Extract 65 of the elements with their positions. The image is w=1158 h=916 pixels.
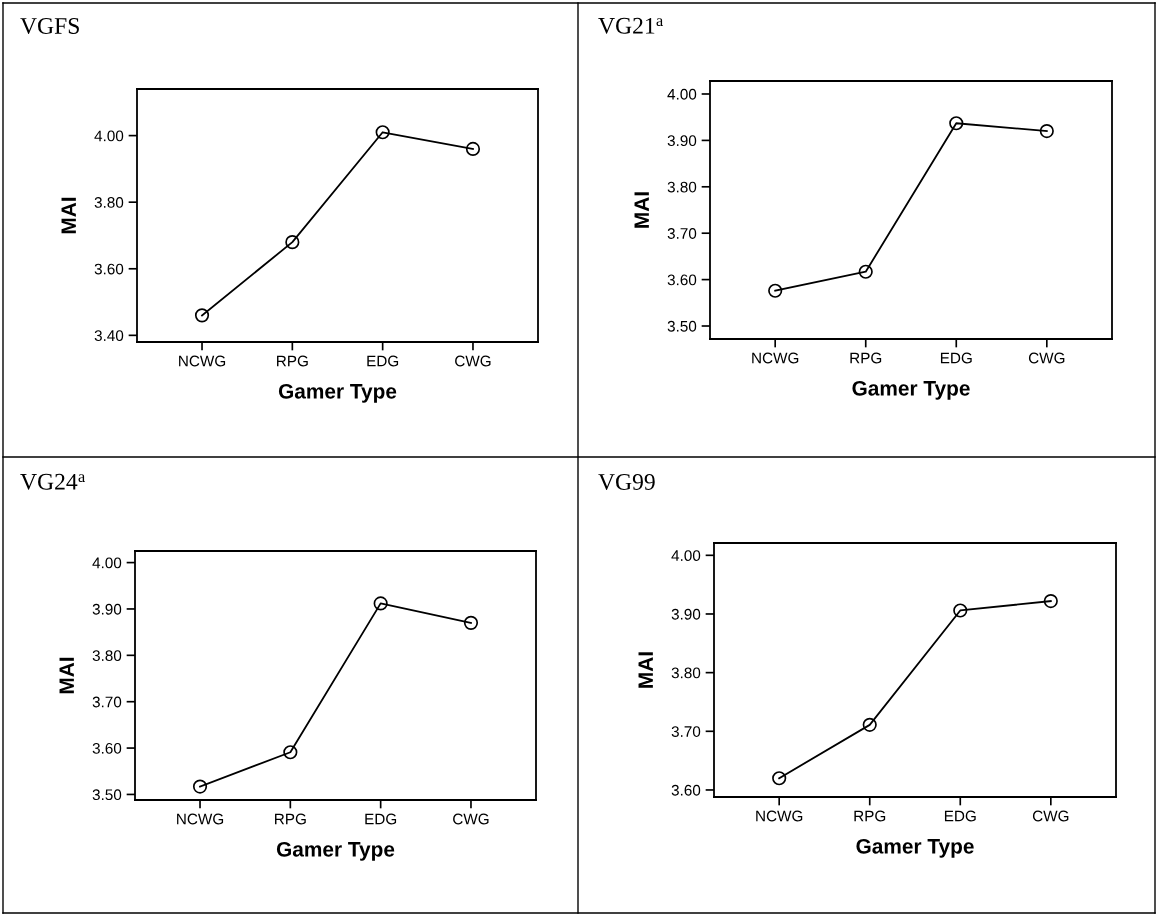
point xyxy=(192,779,208,794)
point xyxy=(768,283,783,298)
point xyxy=(375,125,390,140)
x-axis-title: Gamer Type xyxy=(278,383,397,403)
y-tick-label: 3.70 xyxy=(667,228,697,239)
point xyxy=(283,745,298,760)
y-tick-label: 4.00 xyxy=(671,550,701,561)
point xyxy=(949,116,964,131)
point xyxy=(1043,593,1058,609)
x-tick-label: CWG xyxy=(1028,352,1065,364)
y-tick-label: 3.90 xyxy=(92,603,122,615)
y-tick-label: 3.60 xyxy=(94,263,124,275)
chart-title: VG24$^{a}$ xyxy=(20,473,86,490)
x-tick-label: NCWG xyxy=(752,352,799,364)
y-axis-title: MAI xyxy=(634,192,649,228)
point xyxy=(194,308,210,323)
y-tick-label: 3.70 xyxy=(671,726,701,737)
x-tick-label: RPG xyxy=(854,810,886,822)
y-tick-label: 3.80 xyxy=(92,650,122,662)
y-tick-label: 4.00 xyxy=(94,130,124,142)
chart-title: VG99 xyxy=(598,474,655,491)
x-axis-title: Gamer Type xyxy=(852,380,970,400)
chart-title: VG21$^{a}$ xyxy=(598,17,664,34)
point xyxy=(373,596,388,611)
x-tick-label: NCWG xyxy=(177,813,224,825)
y-tick-label: 3.80 xyxy=(671,667,701,679)
y-tick-label: 3.50 xyxy=(667,320,697,332)
y-tick-label: 4.00 xyxy=(92,557,122,569)
y-tick-label: 3.90 xyxy=(671,608,701,620)
x-tick-label: RPG xyxy=(850,352,882,364)
point xyxy=(1039,124,1054,139)
x-tick-label: EDG xyxy=(944,810,976,822)
point xyxy=(285,235,300,250)
x-tick-label: EDG xyxy=(940,352,972,364)
x-tick-label: NCWG xyxy=(756,810,803,822)
y-tick-label: 3.50 xyxy=(92,789,122,801)
x-tick-label: EDG xyxy=(367,355,399,367)
point xyxy=(858,264,873,279)
y-tick-label: 4.00 xyxy=(667,88,697,100)
y-tick-label: 3.60 xyxy=(671,784,701,796)
y-tick-label: 3.70 xyxy=(92,696,122,708)
point xyxy=(862,717,877,732)
y-tick-label: 3.60 xyxy=(92,742,122,754)
y-axis-title: MAI xyxy=(638,652,653,688)
y-axis-title: MAI xyxy=(59,657,74,694)
x-tick-label: NCWG xyxy=(179,355,226,367)
x-tick-label: EDG xyxy=(365,813,397,825)
y-tick-label: 3.40 xyxy=(94,330,124,342)
x-axis-title: Gamer Type xyxy=(856,838,974,858)
x-tick-label: CWG xyxy=(1032,810,1069,822)
x-axis-title: Gamer Type xyxy=(276,841,395,861)
x-tick-label: CWG xyxy=(455,355,491,367)
x-tick-label: RPG xyxy=(277,355,308,367)
y-tick-label: 3.80 xyxy=(94,197,124,208)
point xyxy=(463,615,479,630)
chart-title: VGFS xyxy=(20,18,79,35)
x-tick-label: CWG xyxy=(453,813,489,825)
y-tick-label: 3.90 xyxy=(667,135,697,147)
point xyxy=(772,771,787,786)
point xyxy=(465,141,481,157)
y-tick-label: 3.80 xyxy=(667,181,697,193)
y-axis-title: MAI xyxy=(61,197,76,234)
point xyxy=(953,603,968,618)
x-tick-label: RPG xyxy=(275,813,306,825)
y-tick-label: 3.60 xyxy=(667,274,697,286)
